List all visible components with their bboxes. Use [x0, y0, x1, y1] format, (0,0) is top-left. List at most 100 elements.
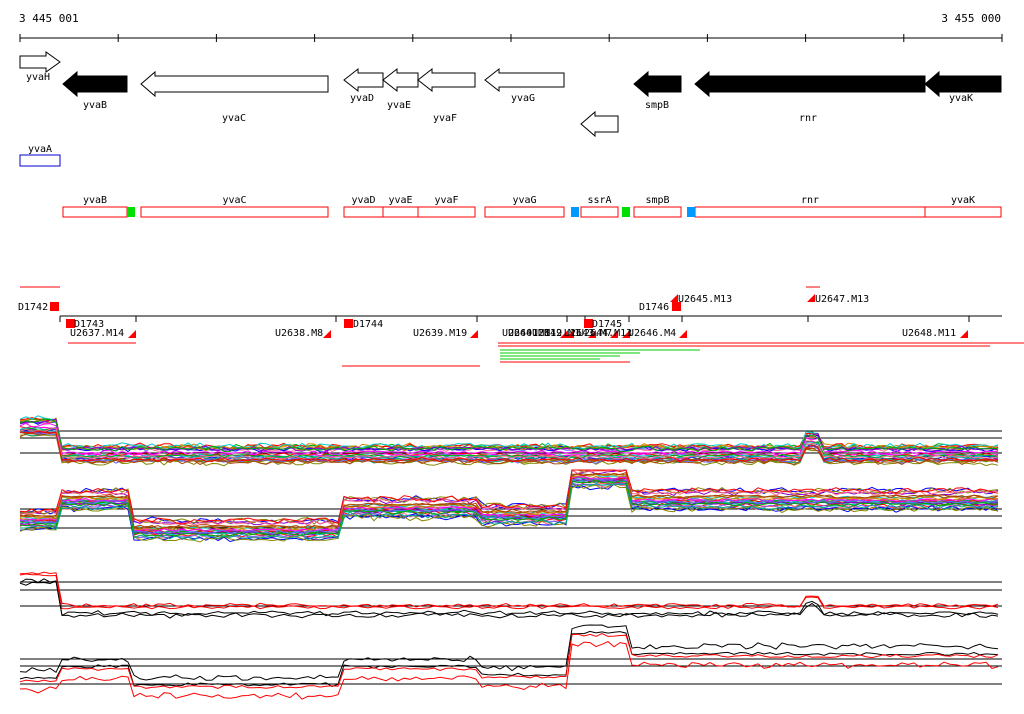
segment-U2648.M11[interactable]: U2648.M11: [902, 328, 968, 339]
segment-marker: [960, 330, 968, 338]
region-yvaF[interactable]: yvaF: [417, 195, 476, 218]
marker-blue: [571, 207, 579, 217]
region-yvaB[interactable]: yvaB: [62, 195, 128, 218]
feature-box-label: yvaA: [28, 144, 52, 155]
gene-label: yvaD: [350, 93, 374, 104]
gene-arrow-shape: [62, 70, 128, 98]
segment-label: D1742: [18, 302, 48, 313]
signal-line: [19, 624, 999, 681]
gene-arrow-yvaE[interactable]: yvaE: [382, 67, 419, 111]
gene-track: yvaH yvaB yvaC yvaD yvaE yvaF yvaG smpB rnr yvaK: [19, 51, 1002, 138]
segment-marker: [344, 319, 353, 328]
region-yvaD[interactable]: yvaD: [343, 195, 384, 218]
signal-tracks: [19, 415, 1002, 700]
position-ruler: [19, 34, 1003, 42]
signal-line: [19, 633, 999, 689]
gene-arrow-shape: [382, 67, 419, 93]
segment-U2643.M7[interactable]: U2643.M7: [564, 328, 618, 339]
segment-U2640.M11[interactable]: U2640.M11: [502, 328, 568, 339]
region-label: yvaG: [512, 195, 536, 206]
segment-marker: [470, 330, 478, 338]
gene-arrow-yvaD[interactable]: yvaD: [343, 67, 384, 104]
gene-label: yvaE: [387, 100, 411, 111]
segment-D1745[interactable]: D1745: [584, 319, 622, 330]
signal-line: [19, 469, 999, 525]
gene-arrow-yvaK[interactable]: yvaK: [924, 70, 1002, 104]
segment-U2641.M19[interactable]: U2641.M19: [508, 328, 574, 339]
segment-marker: [560, 330, 568, 338]
region-yvaE[interactable]: yvaE: [382, 195, 419, 218]
signal-panel-2: [19, 469, 1002, 543]
gene-arrow-rnr[interactable]: rnr: [694, 70, 926, 124]
segment-U2644.M13[interactable]: U2644.M13: [578, 328, 632, 339]
gene-arrow-yvaH[interactable]: yvaH: [19, 51, 61, 83]
segment-D1746[interactable]: D1746: [639, 302, 681, 313]
gene-arrow-shape: [140, 70, 329, 98]
signal-line: [19, 418, 999, 453]
segment-label: U2644.M13: [578, 328, 632, 339]
signal-line: [19, 422, 999, 455]
segment-label: U2642.M1: [532, 328, 580, 339]
region-box: [924, 206, 1002, 218]
signal-line: [19, 477, 999, 535]
segment-D1744[interactable]: D1744: [344, 319, 383, 330]
segment-label: U2638.M8: [275, 328, 323, 339]
segment-U2637.M14[interactable]: U2637.M14: [70, 328, 136, 339]
segment-label: D1745: [592, 319, 622, 330]
segment-marker: [807, 294, 815, 302]
segment-U2645.M13[interactable]: U2645.M13: [670, 294, 732, 305]
segment-label: U2641.M19: [508, 328, 562, 339]
segment-label: U2637.M14: [70, 328, 124, 339]
region-yvaK[interactable]: yvaK: [924, 195, 1002, 218]
segment-D1742[interactable]: D1742: [18, 302, 59, 313]
region-yvaC[interactable]: yvaC: [140, 195, 329, 218]
feature-box-yvaA[interactable]: yvaA: [19, 144, 61, 167]
segment-U2647.M13[interactable]: U2647.M13: [807, 294, 869, 305]
region-box: [633, 206, 682, 218]
region-rnr[interactable]: rnr: [694, 195, 926, 218]
signal-panel-3: [19, 571, 1002, 619]
signal-line: [19, 571, 999, 608]
signal-line: [19, 630, 999, 687]
coordinate-end: 3 455 000: [941, 12, 1001, 25]
segment-U2639.M19[interactable]: U2639.M19: [413, 328, 478, 339]
gene-arrow-yvaC[interactable]: yvaC: [140, 70, 329, 124]
gene-label: yvaC: [222, 113, 246, 124]
marker-green: [127, 207, 135, 217]
region-box: [62, 206, 128, 218]
segment-marker: [584, 319, 593, 328]
signal-line: [19, 427, 999, 460]
signal-line: [19, 430, 999, 463]
region-box: [694, 206, 926, 218]
region-yvaG[interactable]: yvaG: [484, 195, 565, 218]
segment-U2642.M1[interactable]: U2642.M1: [532, 328, 596, 339]
gene-arrow-yvaF[interactable]: yvaF: [417, 67, 476, 124]
segment-marker: [610, 330, 618, 338]
gene-arrow-unnamed[interactable]: [580, 110, 619, 138]
region-label: yvaB: [83, 195, 107, 206]
region-box: [484, 206, 565, 218]
segment-D1743[interactable]: D1743: [66, 319, 104, 330]
segment-label: U2648.M11: [902, 328, 956, 339]
gene-label: rnr: [799, 113, 817, 124]
segment-U2638.M8[interactable]: U2638.M8: [275, 328, 331, 339]
coordinate-start: 3 445 001: [19, 12, 79, 25]
gene-arrow-yvaB[interactable]: yvaB: [62, 70, 128, 111]
gene-arrow-yvaG[interactable]: yvaG: [484, 67, 565, 104]
marker-green: [622, 207, 630, 217]
segment-label: U2646.M4: [628, 328, 676, 339]
signal-line: [19, 484, 999, 543]
segment-U2646.M4[interactable]: U2646.M4: [628, 328, 687, 339]
signal-line: [19, 469, 999, 526]
gene-arrow-smpB[interactable]: smpB: [633, 70, 682, 111]
region-ssrA[interactable]: ssrA: [580, 195, 619, 218]
gene-label: yvaH: [26, 72, 50, 83]
segment-label: U2645.M13: [678, 294, 732, 305]
region-label: yvaK: [951, 195, 975, 206]
segment-label: U2647.M13: [815, 294, 869, 305]
signal-line: [19, 483, 999, 541]
signal-line: [19, 578, 999, 617]
region-smpB[interactable]: smpB: [633, 195, 682, 218]
gene-arrow-shape: [633, 70, 682, 98]
